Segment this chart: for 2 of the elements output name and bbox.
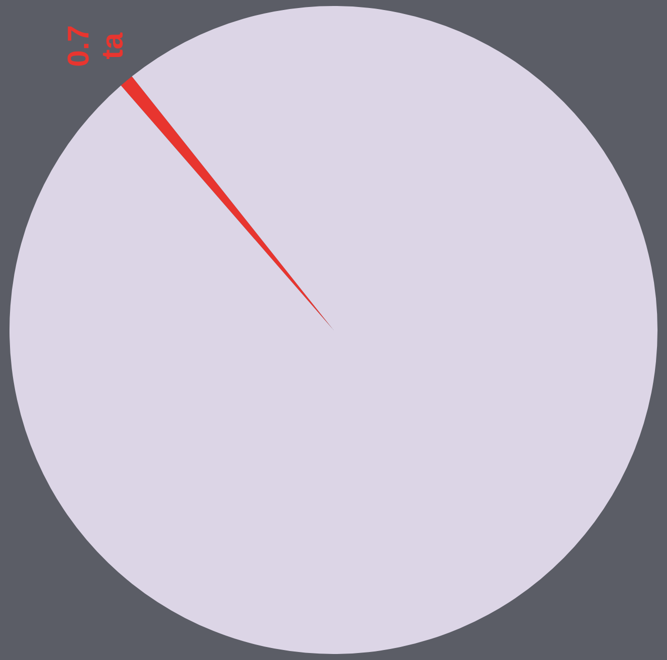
slice-label: ta (96, 32, 130, 60)
data-label: 0.7 (62, 25, 96, 67)
